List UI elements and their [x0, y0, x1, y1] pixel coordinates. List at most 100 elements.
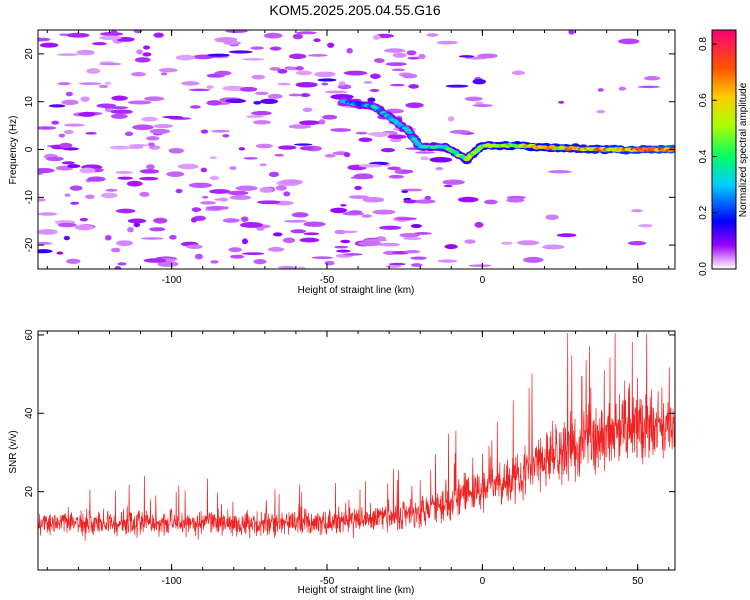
spectrogram-noise-blob	[162, 115, 184, 119]
spectrogram-xlabel: Height of straight line (km)	[298, 285, 415, 296]
spectrogram-noise-blob	[225, 30, 248, 33]
spectrogram-noise-blob	[38, 168, 55, 174]
spectrogram-noise-blob	[136, 49, 143, 55]
colorbar-label: Normalized spectral amplitude	[738, 82, 749, 217]
spectrogram-noise-blob	[251, 110, 272, 116]
spectrogram-noise-blob	[253, 101, 262, 105]
spectrogram-noise-blob	[57, 53, 78, 56]
spectrogram-noise-blob	[116, 240, 134, 247]
snr-xtick-label: 50	[632, 576, 644, 587]
spectrogram-noise-blob	[64, 123, 85, 127]
spectrogram-noise-blob	[78, 82, 102, 86]
spectrogram-noise-blob	[556, 233, 577, 238]
spectrogram-noise-blob	[369, 88, 380, 93]
snr-xtick-label: -100	[162, 576, 182, 587]
spectrogram-noise-blob	[324, 260, 335, 266]
spectrogram-noise-blob	[78, 111, 96, 117]
spectrogram-noise-blob	[153, 124, 174, 129]
spectrogram-noise-blob	[64, 193, 71, 197]
spectrogram-noise-blob	[158, 67, 178, 73]
spectrogram-noise-blob	[117, 262, 127, 266]
spectrogram-noise-blob	[383, 48, 406, 53]
spectrogram-noise-blob	[168, 148, 184, 154]
spectrogram-noise-blob	[188, 182, 213, 188]
spectrogram-noise-blob	[288, 93, 303, 97]
spectrogram-ytick-label: -20	[24, 237, 35, 252]
spectrogram-noise-blob	[468, 264, 492, 267]
spectrogram-noise-blob	[296, 31, 317, 35]
spectrogram-noise-blob	[109, 145, 131, 150]
spectrogram-noise-blob	[225, 98, 247, 104]
spectrogram-noise-blob	[418, 53, 426, 60]
spectrogram-noise-blob	[104, 234, 112, 241]
spectrogram-noise-blob	[87, 176, 106, 182]
spectrogram-noise-blob	[404, 250, 421, 254]
snr-ticks: -100 -50 0 50 20 40 60	[24, 329, 675, 587]
spectrogram-noise-blob	[443, 184, 453, 188]
spectrogram-noise-blob	[362, 197, 385, 203]
colorbar-tick-label: 0.8	[698, 37, 709, 51]
snr-panel: -100 -50 0 50 20 40 60 Height of straight line…	[8, 329, 676, 596]
spectrogram-noise-blob	[257, 200, 281, 205]
spectrogram-noise-blob	[401, 169, 414, 174]
spectrogram-noise-blob	[361, 214, 372, 218]
spectrogram-noise-blob	[350, 176, 374, 179]
spectrogram-noise-blob	[111, 95, 128, 101]
spectrogram-noise-blob	[143, 258, 167, 263]
spectrogram-noise-blob	[317, 78, 337, 82]
snr-ytick-label: 60	[24, 329, 35, 341]
spectrogram-noise-blob	[357, 240, 382, 247]
spectrogram-noise-blob	[516, 240, 540, 246]
spectrogram-noise-blob	[597, 88, 604, 92]
spectrogram-noise-blob	[142, 52, 152, 57]
snr-xtick-label: -50	[320, 576, 335, 587]
spectrogram-noise-blob	[133, 222, 141, 228]
spectrogram-noise-blob	[338, 230, 358, 234]
snr-ylabel: SNR (v/v)	[8, 430, 19, 473]
spectrogram-noise-blob	[324, 90, 348, 94]
spectrogram-noise-blob	[340, 239, 351, 244]
spectrogram-noise-blob	[235, 185, 258, 191]
spectrogram-noise-blob	[67, 164, 81, 169]
spectrogram-noise-blob	[358, 163, 383, 168]
spectrogram-noise-blob	[57, 222, 77, 228]
spectrogram-noise-blob	[399, 232, 420, 238]
spectrogram-noise-blob	[314, 71, 336, 78]
spectrogram-noise-blob	[214, 198, 229, 201]
snr-ytick-label: 40	[24, 407, 35, 419]
spectrogram-noise-blob	[343, 152, 351, 158]
spectrogram-noise-blob	[405, 102, 424, 109]
spectrogram-noise-blob	[186, 244, 203, 250]
spectrogram-noise-blob	[379, 225, 402, 230]
spectrogram-noise-blob	[146, 136, 160, 141]
spectrogram-noise-blob	[269, 66, 281, 71]
spectrogram-noise-blob	[149, 227, 166, 232]
spectrogram-noise-blob	[618, 86, 627, 91]
spectrogram-noise-blob	[458, 55, 475, 58]
spectrogram-noise-blob	[300, 93, 311, 98]
spectrogram-noise-blob	[190, 105, 201, 109]
spectrogram-noise-blob	[65, 91, 73, 97]
spectrogram-noise-blob	[222, 85, 245, 91]
spectrogram-noise-blob	[336, 249, 351, 253]
spectrogram-noise-blob	[426, 33, 439, 37]
spectrogram-noise-blob	[299, 146, 313, 151]
spectrogram-noise-blob	[349, 210, 362, 214]
spectrogram-noise-blob	[63, 235, 71, 241]
spectrogram-noise-blob	[279, 179, 303, 185]
spectrogram-noise-blob	[259, 187, 273, 193]
spectrogram-noise-blob	[38, 212, 58, 216]
spectrogram-noise-blob	[175, 188, 183, 194]
spectrogram-xtick-label: 0	[480, 275, 486, 286]
spectrogram-noise-blob	[263, 32, 283, 39]
spectrogram-noise-blob	[302, 107, 313, 113]
spectrogram-noise-blob	[523, 256, 544, 263]
spectrogram-noise-blob	[255, 143, 274, 149]
spectrogram-noise-blob	[415, 151, 436, 154]
spectrogram-noise-blob	[132, 124, 154, 131]
spectrogram-noise-blob	[38, 198, 46, 202]
spectrogram-noise-blob	[160, 72, 168, 76]
colorbar-tick-label: 0.4	[698, 149, 709, 163]
